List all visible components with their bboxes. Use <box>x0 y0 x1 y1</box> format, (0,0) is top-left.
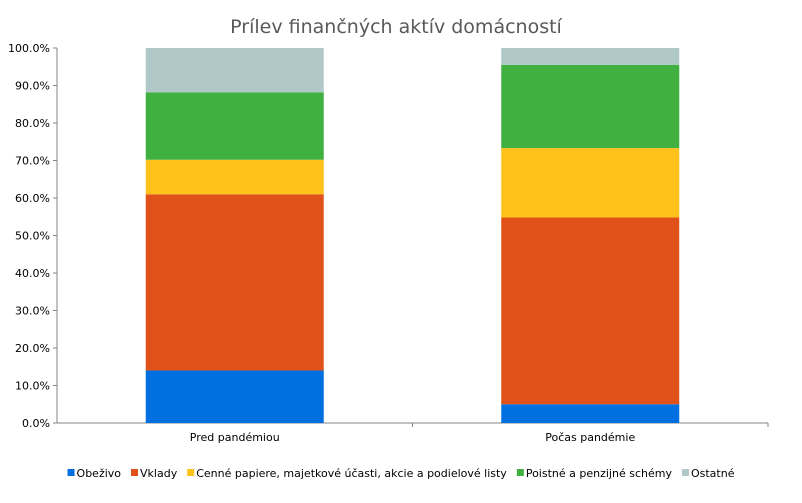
legend-item: Vklady <box>131 467 178 480</box>
y-tick-label: 30.0% <box>15 305 50 318</box>
legend-label: Ostatné <box>691 467 735 480</box>
y-tick-label: 60.0% <box>15 192 50 205</box>
y-tick-label: 50.0% <box>15 230 50 243</box>
x-category-label: Pred pandémiou <box>190 431 280 444</box>
bar-segment <box>501 64 680 149</box>
legend: Obeživo Vklady Cenné papiere, majetkové úč… <box>67 467 735 480</box>
y-tick-label: 0.0% <box>22 417 50 430</box>
legend-item: Ostatné <box>681 467 735 480</box>
legend-swatch <box>187 469 195 476</box>
legend-item: Cenné papiere, majetkové účasti, akcie a… <box>187 467 507 480</box>
legend-swatch <box>681 469 689 476</box>
legend-swatch <box>67 469 75 476</box>
y-tick-label: 80.0% <box>15 117 50 130</box>
bar-segment <box>145 194 324 371</box>
legend-item: Obeživo <box>67 467 122 480</box>
legend-swatch <box>131 469 139 476</box>
legend-label: Obeživo <box>77 467 122 480</box>
legend-label: Cenné papiere, majetkové účasti, akcie a… <box>196 467 507 480</box>
bar-segment <box>501 48 680 65</box>
legend-item: Poistné a penzijné schémy <box>516 467 673 480</box>
bar-segment <box>145 92 324 160</box>
y-tick-label: 90.0% <box>15 80 50 93</box>
y-tick-label: 70.0% <box>15 155 50 168</box>
bar-segment <box>501 148 680 218</box>
bar-segment <box>145 48 324 93</box>
bar-segment <box>501 404 680 423</box>
x-category-label: Počas pandémie <box>545 431 635 444</box>
bar-segment <box>145 370 324 423</box>
plot-area: 0.0% 10.0% 20.0% 30.0% 40.0% 50.0% 60.0% 70.0% 8… <box>8 42 769 444</box>
chart-title: Prílev finančných aktív domácností <box>230 16 562 38</box>
legend-swatch <box>516 469 524 476</box>
legend-label: Poistné a penzijné schémy <box>526 467 673 480</box>
y-tick-label: 100.0% <box>8 42 50 55</box>
legend-label: Vklady <box>140 467 178 480</box>
bar-segment <box>501 217 680 405</box>
bar-segment <box>145 159 324 195</box>
y-tick-label: 10.0% <box>15 380 50 393</box>
y-tick-label: 40.0% <box>15 267 50 280</box>
y-tick-label: 20.0% <box>15 342 50 355</box>
